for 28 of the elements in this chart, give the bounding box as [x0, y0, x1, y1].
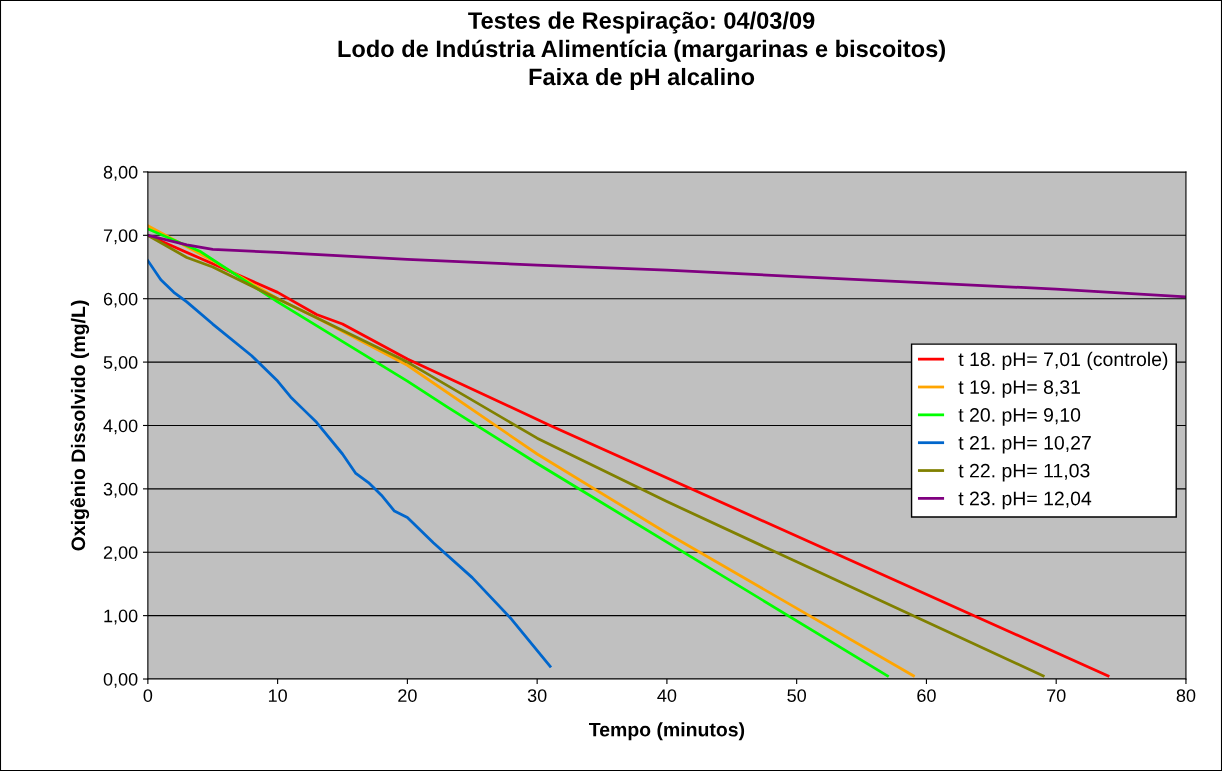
line-series [147, 259, 552, 668]
y-axis-title: Oxigênio Dissolvido (mg/L) [70, 300, 90, 551]
x-tick-label: 50 [787, 689, 806, 702]
x-tick-label: 80 [1176, 689, 1196, 702]
y-tick-label: 4,00 [103, 419, 138, 435]
legend-label: t 19. pH= 8,31 [958, 380, 1080, 398]
x-tick-label: 60 [917, 689, 936, 702]
x-tick-label: 20 [398, 689, 417, 702]
y-tick-label: 6,00 [103, 292, 138, 308]
y-tick-label: 5,00 [103, 356, 138, 371]
y-tick-label: 7,00 [103, 229, 138, 245]
legend-label: t 21. pH= 10,27 [958, 435, 1091, 454]
legend-label: t 22. pH= 11,03 [958, 463, 1090, 482]
x-tick-label: 30 [527, 689, 547, 702]
y-tick-label: 1,00 [104, 609, 138, 625]
y-tick-label: 0,00 [103, 672, 138, 688]
x-tick-label: 10 [268, 689, 287, 702]
x-tick-label: 0 [143, 689, 153, 702]
legend-label: t 18. pH= 7,01 (controle) [958, 351, 1168, 370]
x-axis-title: Tempo (minutos) [589, 722, 745, 741]
y-tick-label: 3,00 [103, 482, 138, 498]
y-tick-label: 8,00 [103, 165, 138, 181]
x-tick-label: 40 [657, 689, 677, 702]
x-tick-label: 70 [1047, 689, 1066, 702]
legend-label: t 20. pH= 9,10 [958, 408, 1081, 426]
chart-title: Testes de Respiração: 04/03/09 Lodo de Indústria Alimentícia (margarinas e biscoitos) Faixa de pH alcalino [338, 11, 945, 90]
legend-label: t 23. pH= 12,04 [958, 491, 1092, 510]
y-tick-label: 2,00 [103, 546, 138, 562]
